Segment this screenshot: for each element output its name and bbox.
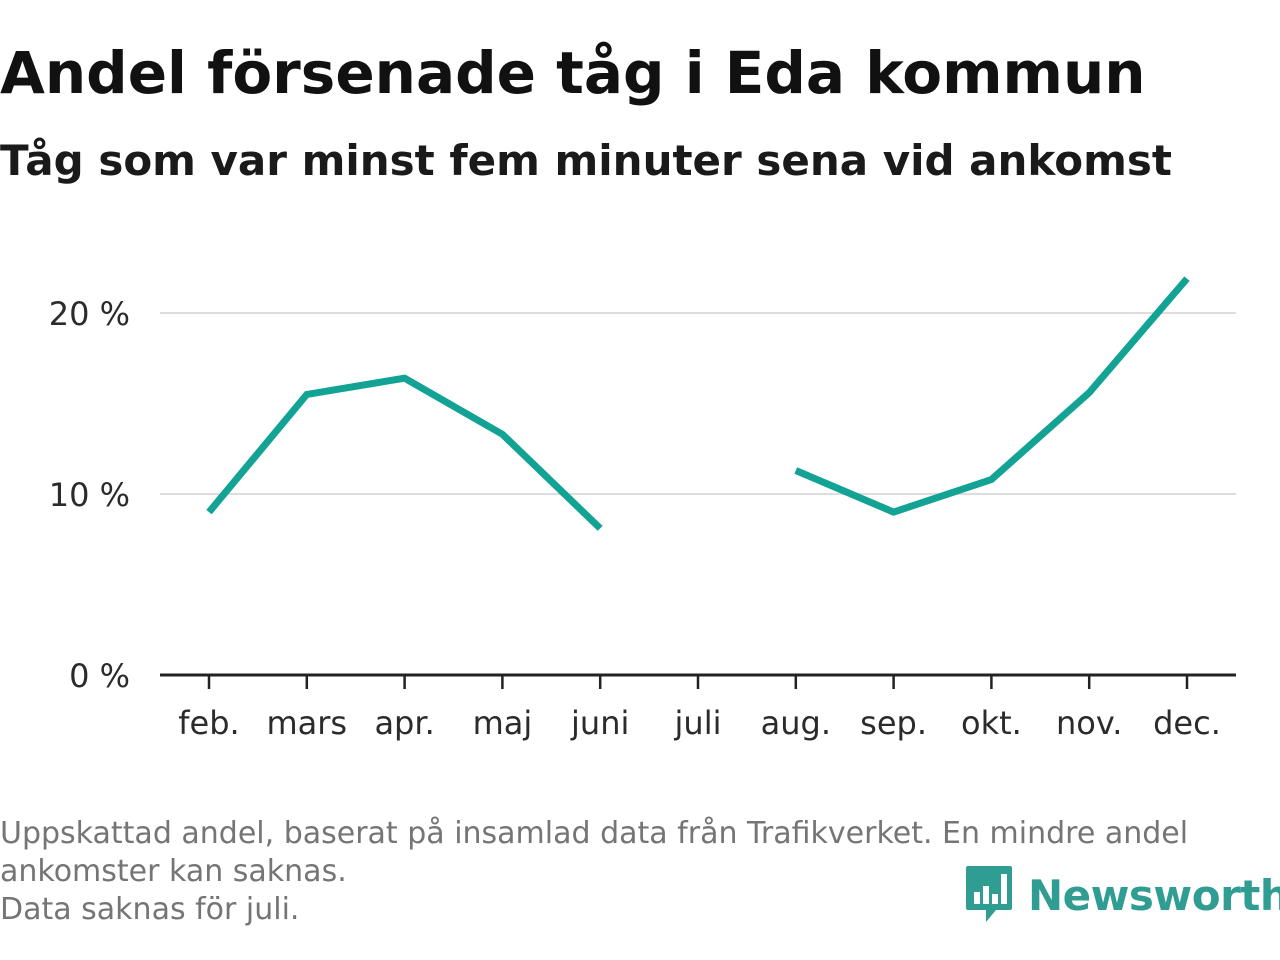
- x-axis: [160, 673, 1236, 689]
- footer-note-line-1: Uppskattad andel, baserat på insamlad da…: [0, 816, 1189, 889]
- x-tick-label-7: sep.: [860, 704, 927, 742]
- chart-subtitle: Tåg som var minst fem minuter sena vid a…: [0, 136, 1172, 185]
- x-tick-label-9: nov.: [1056, 704, 1122, 742]
- newsworthy-logo: Newsworthy: [964, 864, 1280, 926]
- chart-title: Andel försenade tåg i Eda kommun: [0, 39, 1146, 107]
- x-tick-label-2: apr.: [374, 704, 434, 742]
- x-tick-label-6: aug.: [761, 704, 831, 742]
- gridlines: [160, 312, 1236, 495]
- x-tick-label-1: mars: [266, 704, 347, 742]
- y-tick-label-0: 0 %: [69, 657, 130, 695]
- series-line-segment-0-1: [794, 276, 1190, 516]
- series-line-segment-0-0: [206, 374, 603, 531]
- x-tick-label-4: juni: [570, 704, 629, 742]
- x-tick-label-8: okt.: [961, 704, 1022, 742]
- footer-note-line-2: Data saknas för juli.: [0, 892, 300, 927]
- logo-text: Newsworthy: [1028, 870, 1280, 920]
- x-tick-label-3: maj: [473, 704, 533, 742]
- y-tick-label-1: 10 %: [49, 476, 130, 514]
- x-tick-label-10: dec.: [1153, 704, 1221, 742]
- y-axis-labels: 0 % 10 % 20 %: [49, 295, 130, 695]
- footer-note: Uppskattad andel, baserat på insamlad da…: [0, 815, 1270, 929]
- x-tick-label-5: juli: [674, 704, 722, 742]
- bar-chart-speech-bubble-icon: [966, 866, 1012, 922]
- y-tick-label-2: 20 %: [49, 295, 130, 333]
- x-axis-labels: feb. mars apr. maj juni juli aug. sep. okt. nov. d…: [178, 704, 1221, 742]
- series-lines: [206, 276, 1190, 531]
- x-tick-label-0: feb.: [178, 704, 239, 742]
